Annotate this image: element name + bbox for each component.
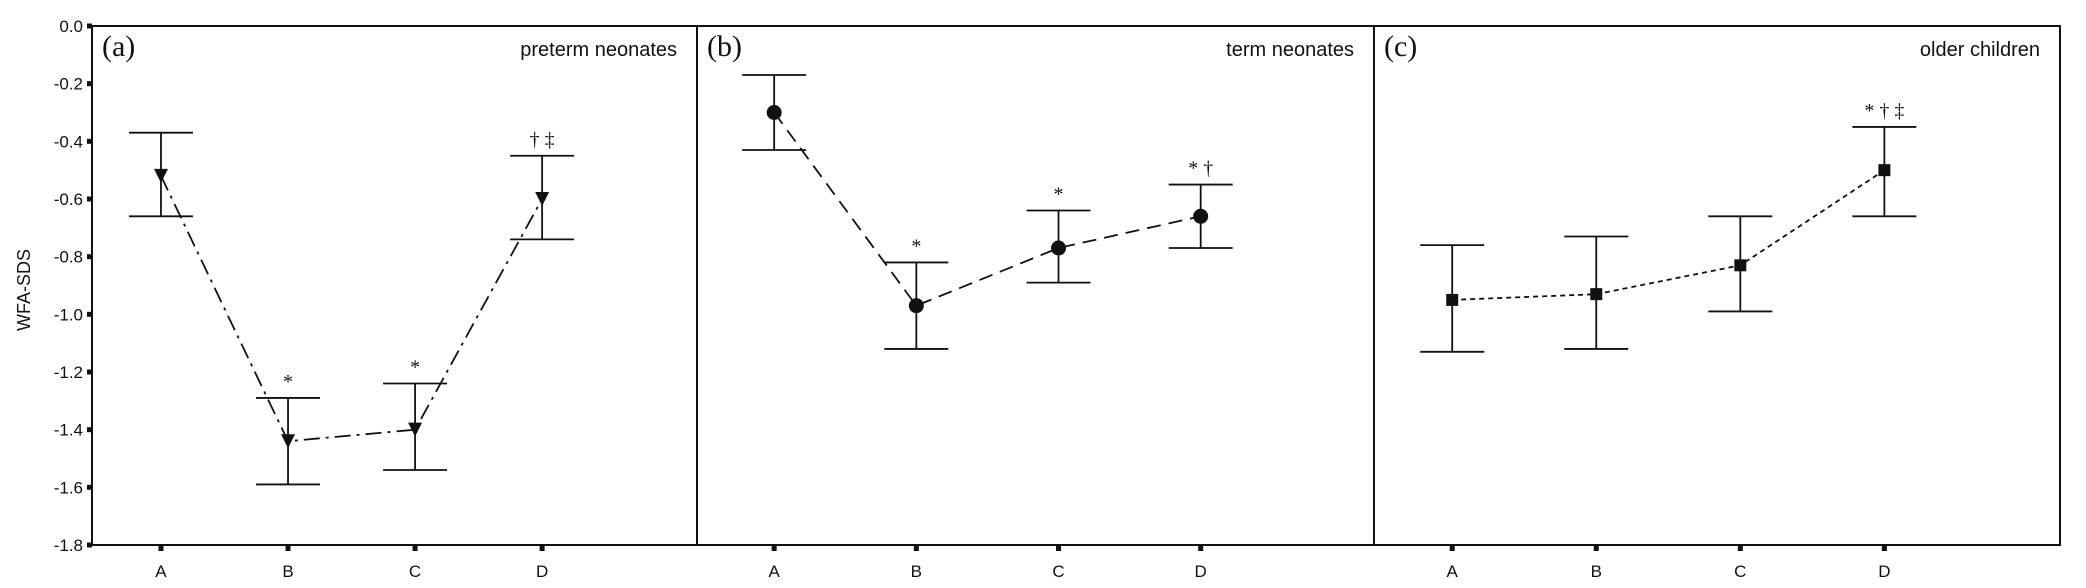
data-point xyxy=(908,298,924,314)
significance-label: * xyxy=(283,371,293,393)
data-point xyxy=(535,192,550,206)
error-bar xyxy=(128,131,193,218)
x-tick-label: B xyxy=(282,562,293,581)
error-bar xyxy=(742,74,807,151)
x-tick-label: A xyxy=(769,562,781,581)
significance-label: * xyxy=(410,357,420,379)
y-tick-label: 0.0 xyxy=(59,17,83,36)
y-axis: 0.0 -0.2 -0.4 -0.6 -0.8 -1.0 -1.2 -1.4 -1.6 -1.8 xyxy=(54,17,2060,555)
y-tick-label: -0.6 xyxy=(54,190,83,209)
error-bar: † ‡ xyxy=(510,129,575,241)
y-tick-label: -1.0 xyxy=(54,305,83,324)
x-tick-label: C xyxy=(1734,562,1746,581)
y-tick-label: -1.6 xyxy=(54,478,83,497)
panel-frame xyxy=(1373,25,2061,546)
error-bar: * xyxy=(884,235,949,350)
error-bar: * xyxy=(383,357,448,471)
x-tick-label: D xyxy=(1878,562,1890,581)
x-tick-label: A xyxy=(1447,562,1459,581)
data-point xyxy=(766,105,782,120)
significance-label: * xyxy=(911,235,921,257)
chart-panels: (a) preterm neonates A B C D * * † ‡ (b) term neon… xyxy=(91,25,2061,581)
panel-frame xyxy=(696,25,1375,546)
y-tick-label: -1.8 xyxy=(54,536,83,555)
error-bar xyxy=(1420,244,1485,353)
series-line xyxy=(773,111,1201,307)
significance-label: * † ‡ xyxy=(1864,100,1904,122)
significance-label: * xyxy=(1054,184,1064,206)
series-line xyxy=(1452,169,1885,301)
series-line xyxy=(160,175,543,443)
panel-b: (b) term neonates A B C D * * * † xyxy=(696,25,1375,581)
data-point xyxy=(1590,288,1603,301)
y-axis-label: WFA-SDS xyxy=(14,249,34,331)
panel-frame xyxy=(91,25,698,546)
data-point xyxy=(1051,240,1067,256)
data-point xyxy=(1193,208,1209,224)
error-bar xyxy=(1708,215,1773,313)
significance-label: † ‡ xyxy=(530,129,555,151)
y-tick-label: -0.4 xyxy=(54,132,83,151)
significance-label: * † xyxy=(1188,158,1213,180)
panel-title: older children xyxy=(1920,39,2040,61)
y-tick-label: -1.4 xyxy=(54,421,83,440)
panel-letter: (b) xyxy=(707,30,742,63)
x-tick-label: D xyxy=(1195,562,1207,581)
panel-letter: (a) xyxy=(102,30,135,63)
error-bar: * † ‡ xyxy=(1852,100,1917,218)
x-tick-label: C xyxy=(409,562,421,581)
x-tick-label: D xyxy=(536,562,548,581)
data-point xyxy=(1734,259,1747,272)
data-point xyxy=(1446,293,1459,306)
data-point xyxy=(281,434,296,449)
error-bar: * † xyxy=(1168,158,1233,249)
data-point xyxy=(1878,164,1891,177)
data-point xyxy=(153,168,168,183)
panel-a: (a) preterm neonates A B C D * * † ‡ xyxy=(91,25,698,581)
x-tick-label: A xyxy=(155,562,167,581)
x-tick-label: B xyxy=(911,562,922,581)
x-tick-label: C xyxy=(1052,562,1064,581)
error-bar: * xyxy=(1026,184,1091,284)
y-tick-label: -1.2 xyxy=(54,363,83,382)
error-bar xyxy=(1564,235,1629,350)
error-bar: * xyxy=(256,371,321,486)
y-tick-label: -0.2 xyxy=(54,75,83,94)
panel-title: preterm neonates xyxy=(520,39,677,61)
data-point xyxy=(408,422,423,437)
panel-title: term neonates xyxy=(1226,39,1354,61)
x-tick-label: B xyxy=(1591,562,1602,581)
panel-letter: (c) xyxy=(1384,30,1417,63)
y-tick-label: -0.8 xyxy=(54,248,83,267)
panel-c: (c) older children A B C D * † ‡ xyxy=(1373,25,2061,581)
